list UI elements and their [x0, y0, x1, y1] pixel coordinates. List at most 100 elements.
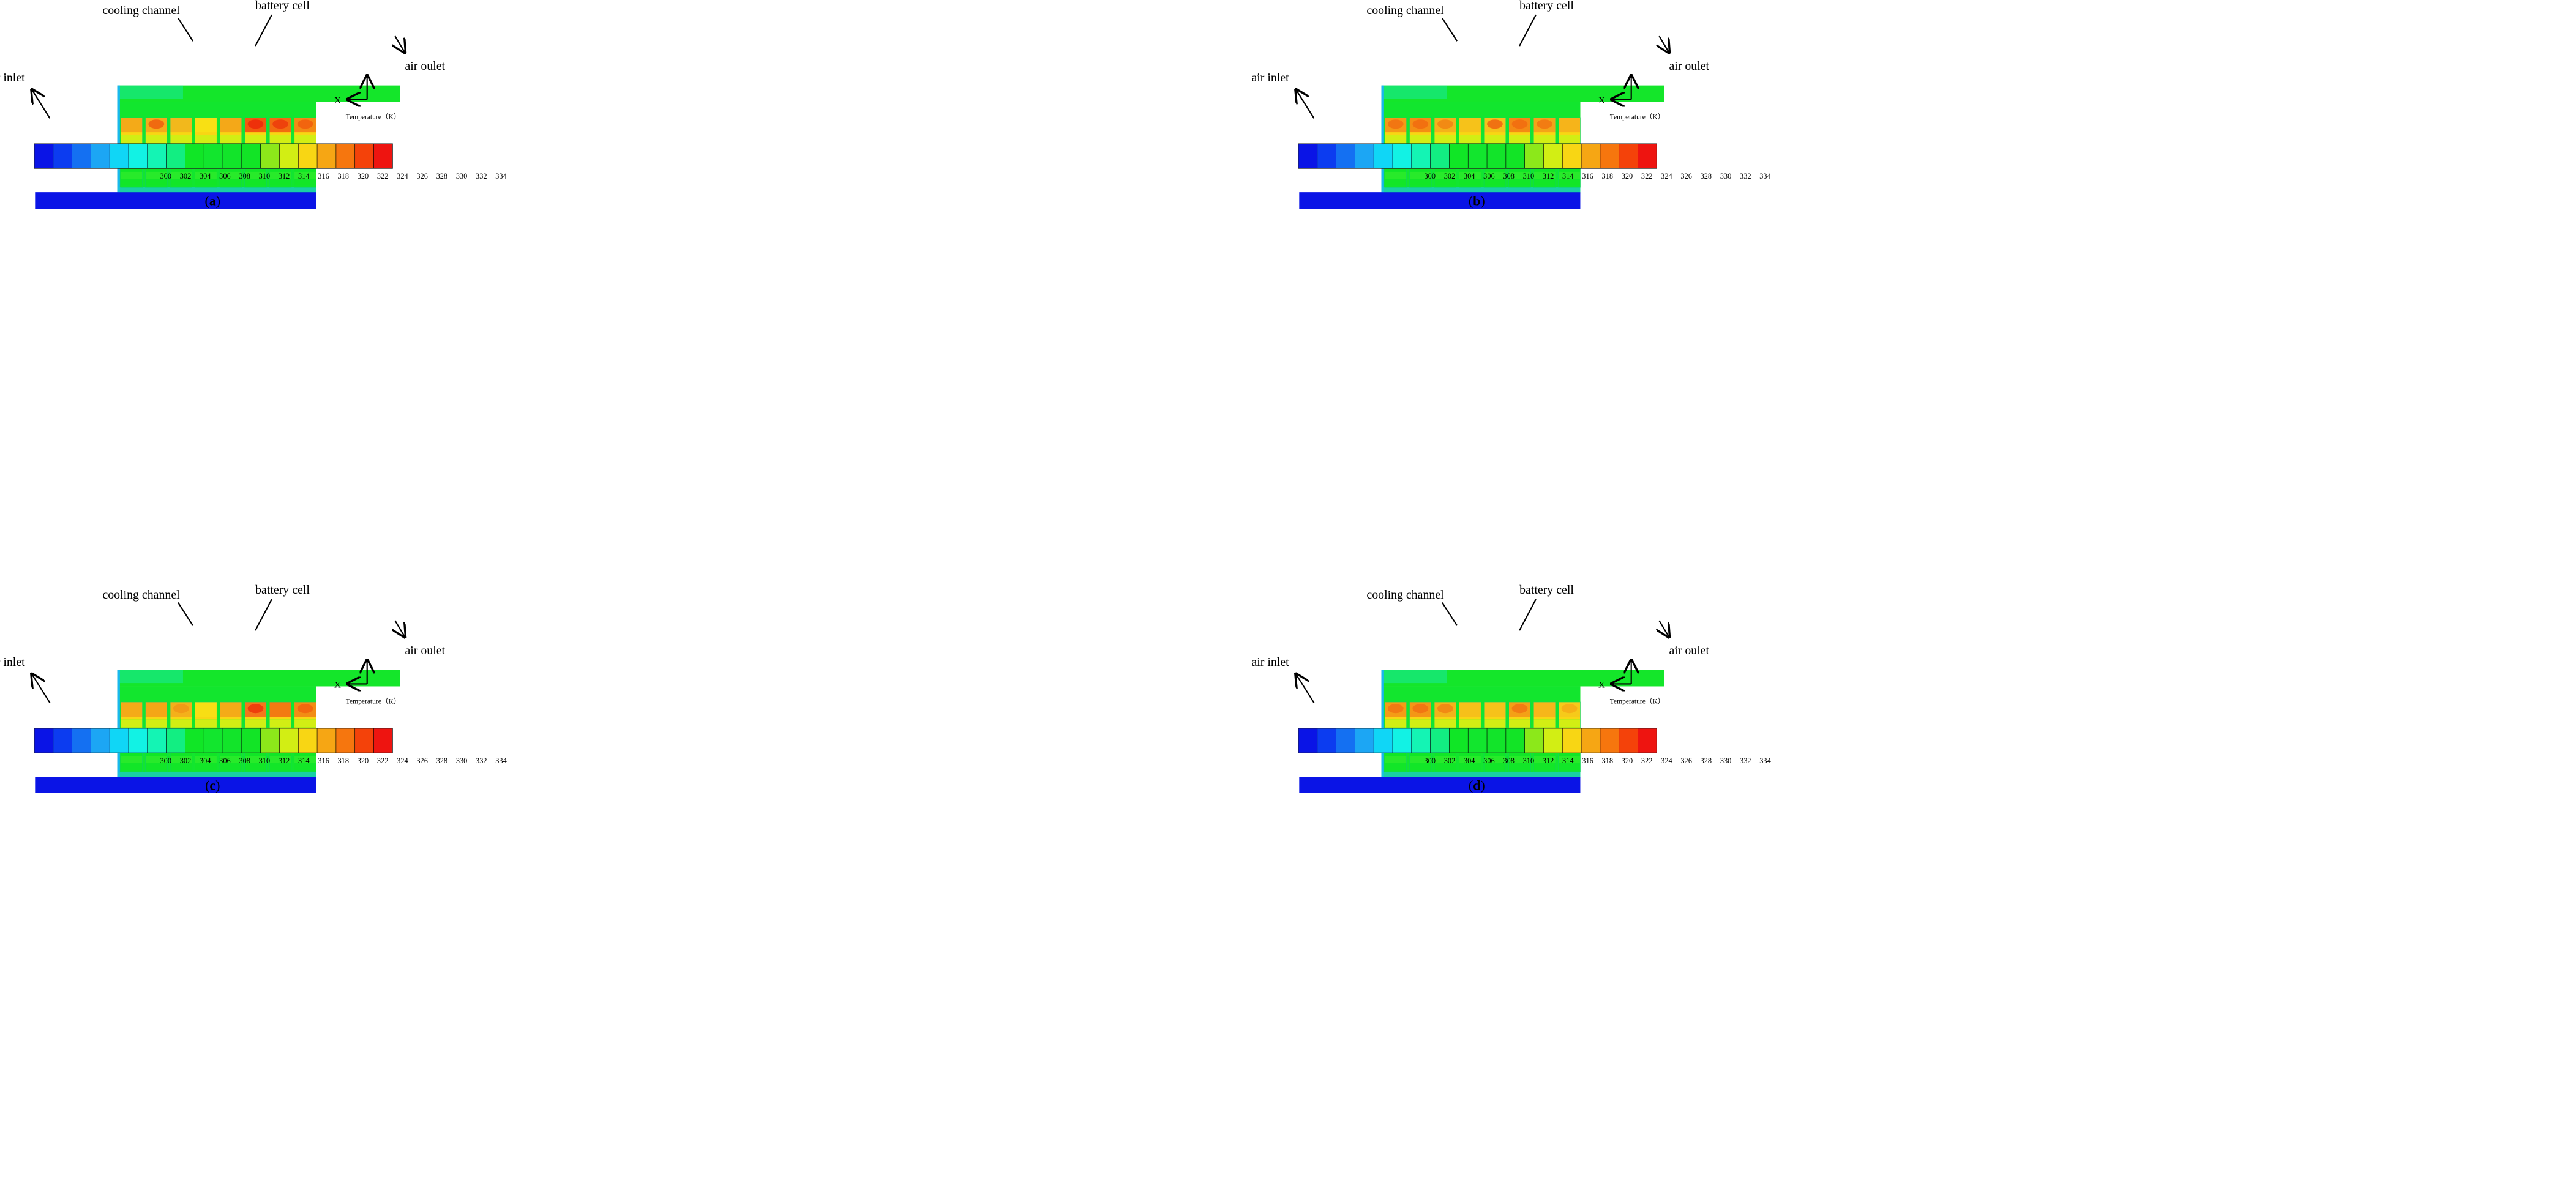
air-outlet-label: air oulet	[405, 644, 445, 657]
cell-band-warmer	[294, 135, 316, 143]
cell-top-zone	[220, 117, 242, 133]
panel-a: cooling channel battery cell air inlet air …	[0, 0, 507, 209]
colorbar-swatch	[1619, 728, 1638, 753]
colorbar-tick-label: 332	[476, 756, 487, 765]
colorbar-tick-label: 306	[1483, 172, 1495, 181]
colorbar-swatch	[1317, 728, 1336, 753]
colorbar-swatch	[91, 143, 110, 169]
panel-d: cooling channel battery cell air inlet air …	[1251, 583, 1771, 793]
colorbar-tick-label: 326	[416, 172, 428, 181]
colorbar-tick-label: 312	[279, 756, 290, 765]
panel-caption: (a)	[204, 193, 220, 209]
air-outlet-label: air oulet	[1669, 59, 1709, 73]
colorbar-tick-label: 328	[436, 756, 448, 765]
colorbar-tick-label: 328	[1701, 172, 1712, 181]
colorbar-swatch	[1487, 143, 1506, 169]
cell-band	[294, 756, 316, 764]
cell-top-zone	[1459, 701, 1481, 717]
cell-band-warmer	[1409, 719, 1432, 728]
cell-band	[1558, 756, 1581, 764]
cell-band	[1533, 763, 1556, 771]
cell-band	[269, 171, 291, 179]
cell-band	[145, 763, 168, 771]
cell-hot-spot	[247, 704, 264, 714]
cell-band	[1484, 763, 1506, 771]
colorbar-swatch	[1355, 728, 1374, 753]
cell-hot-spot	[272, 119, 288, 129]
colorbar-tick-label: 308	[1503, 756, 1515, 765]
x-axis-label: X	[1598, 96, 1605, 106]
colorbar-border	[34, 143, 393, 169]
colorbar: 300 302 304 306 308 310 312 314 316 318 320 322 324 3…	[1298, 143, 1771, 181]
cell-band	[1384, 179, 1407, 186]
colorbar-swatch	[185, 143, 204, 169]
colorbar-tick-label: 326	[1680, 756, 1692, 765]
cell-band	[1508, 763, 1531, 771]
cell-hot-spot	[247, 119, 264, 129]
colorbar-swatch	[1298, 143, 1317, 169]
cell-hot-spot	[1487, 119, 1503, 129]
colorbar-swatch	[53, 143, 72, 169]
cell-band-warmer	[170, 135, 192, 143]
caption-letter: c	[209, 778, 215, 793]
cell-band	[1484, 756, 1506, 764]
air-outlet-arrow	[1659, 620, 1669, 637]
colorbar-tick-label: 320	[358, 172, 369, 181]
colorbar-swatch	[1336, 728, 1355, 753]
colorbar-tick-label: 310	[259, 172, 271, 181]
colorbar-tick-label: 330	[456, 756, 468, 765]
air-inlet-arrow	[1296, 89, 1315, 119]
colorbar-tick-label: 318	[337, 172, 349, 181]
caption-letter: d	[1473, 778, 1480, 793]
colorbar-tick-label: 316	[318, 756, 329, 765]
cell-band-warmer	[220, 719, 242, 728]
cell-band	[1533, 171, 1556, 179]
colorbar-swatch	[373, 728, 393, 753]
cell-band	[220, 171, 242, 179]
colorbar-tick-label: 308	[239, 172, 250, 181]
air-inlet-label: air inlet	[0, 655, 25, 669]
colorbar-tick-label: 320	[1622, 172, 1633, 181]
cell-band	[269, 763, 291, 771]
colorbar-tick-label: 322	[1641, 756, 1653, 765]
colorbar-tick-label: 310	[1523, 172, 1535, 181]
cell-band	[1434, 171, 1456, 179]
colorbar-swatch	[241, 728, 261, 753]
colorbar-swatch	[1317, 143, 1336, 169]
colorbar-tick-label: 314	[1562, 756, 1574, 765]
colorbar-swatch	[1581, 728, 1601, 753]
cell-band	[1409, 763, 1432, 771]
colorbar-tick-label: 302	[1444, 756, 1456, 765]
cell-band	[170, 171, 192, 179]
colorbar-tick-label: 304	[1464, 756, 1475, 765]
colorbar-swatch	[72, 143, 91, 169]
colorbar-swatch	[34, 143, 53, 169]
cell-band	[220, 763, 242, 771]
cell-band	[195, 763, 217, 771]
cell-band-warmer	[120, 719, 143, 728]
colorbar-swatch	[373, 143, 393, 169]
pack-wall-left	[117, 670, 120, 778]
cell-band	[120, 756, 143, 764]
cell-band-warmer	[1434, 135, 1456, 143]
colorbar-swatch	[1562, 728, 1582, 753]
cell-band-warmer	[269, 719, 291, 728]
colorbar-tick-label: 332	[1740, 172, 1751, 181]
battery-cell-label: battery cell	[255, 583, 310, 597]
colorbar-swatch	[34, 728, 53, 753]
cell-band	[1558, 763, 1581, 771]
colorbar-tick-label: 324	[397, 756, 408, 765]
air-outlet-arrow	[395, 620, 405, 637]
bottom-channel	[1381, 187, 1581, 193]
colorbar-tick-label: 322	[1641, 172, 1653, 181]
cell-hot-spot	[1387, 704, 1404, 714]
colorbar-swatch	[335, 728, 355, 753]
cooling-channel-label: cooling channel	[1366, 4, 1444, 17]
cell-band	[145, 756, 168, 764]
colorbar-swatch	[260, 728, 280, 753]
cell-hot-spot	[297, 704, 313, 714]
battery-cell-arrow	[255, 599, 272, 631]
colorbar-tick-label: 334	[1759, 756, 1771, 765]
colorbar-swatch	[1449, 728, 1469, 753]
cell-band	[244, 756, 267, 764]
